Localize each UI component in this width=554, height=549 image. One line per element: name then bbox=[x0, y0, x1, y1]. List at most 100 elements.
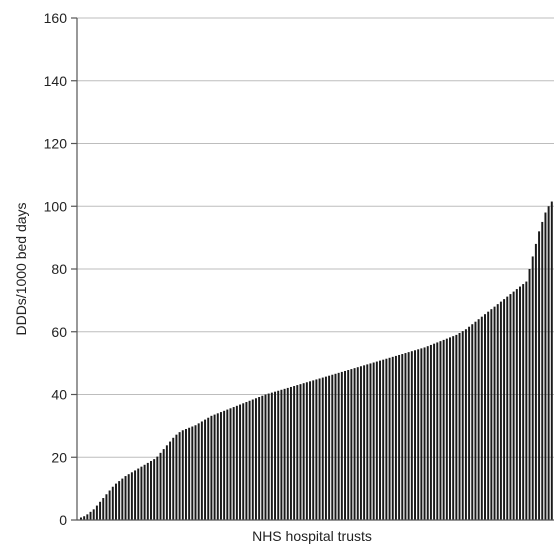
bar-trust-128 bbox=[484, 314, 486, 520]
bar-trust-2 bbox=[83, 516, 86, 520]
bar-trust-111 bbox=[429, 344, 432, 520]
bar-trust-107 bbox=[417, 349, 420, 520]
bar-trust-122 bbox=[464, 329, 467, 520]
bar-trust-60 bbox=[267, 393, 270, 520]
bar-trust-148 bbox=[547, 206, 550, 520]
bar-trust-31 bbox=[175, 434, 178, 520]
bar-trust-87 bbox=[353, 368, 356, 520]
bar-trust-145 bbox=[538, 231, 541, 520]
y-tick-label: 40 bbox=[51, 387, 67, 403]
bar-trust-5 bbox=[92, 509, 95, 520]
bar-trust-121 bbox=[461, 331, 464, 520]
bar-trust-130 bbox=[490, 309, 493, 520]
bar-trust-36 bbox=[191, 426, 194, 520]
bar-trust-131 bbox=[493, 306, 496, 520]
bar-trust-71 bbox=[302, 383, 305, 520]
bar-trust-94 bbox=[375, 361, 378, 520]
bar-trust-72 bbox=[305, 382, 308, 520]
bar-trust-35 bbox=[188, 427, 191, 520]
y-tick-label: 60 bbox=[51, 324, 67, 340]
bar-trust-138 bbox=[515, 289, 518, 520]
bar-trust-120 bbox=[458, 333, 461, 520]
bar-trust-129 bbox=[487, 311, 490, 520]
bar-trust-82 bbox=[337, 372, 340, 520]
bar-trust-29 bbox=[169, 441, 172, 520]
bar-trust-84 bbox=[344, 370, 347, 520]
bar-trust-41 bbox=[207, 417, 210, 520]
bar-trust-112 bbox=[433, 343, 436, 520]
bar-trust-91 bbox=[366, 364, 369, 520]
bar-trust-69 bbox=[296, 385, 299, 520]
bar-trust-103 bbox=[404, 353, 407, 520]
y-tick-label: 120 bbox=[44, 136, 68, 152]
y-tick-label: 20 bbox=[51, 449, 67, 465]
bar-trust-134 bbox=[503, 299, 506, 520]
bar-trust-8 bbox=[102, 498, 105, 520]
bar-trust-133 bbox=[499, 301, 502, 520]
bar-trust-90 bbox=[363, 365, 366, 520]
bar-trust-42 bbox=[210, 415, 213, 520]
bar-trust-47 bbox=[226, 409, 229, 520]
bar-trust-4 bbox=[89, 511, 92, 520]
bar-trust-115 bbox=[442, 339, 445, 520]
bar-trust-19 bbox=[137, 468, 140, 520]
bar-trust-89 bbox=[359, 366, 362, 520]
bar-trust-97 bbox=[385, 358, 388, 520]
bar-trust-22 bbox=[146, 462, 149, 520]
bar-trust-83 bbox=[340, 371, 343, 520]
bar-trust-146 bbox=[541, 221, 544, 520]
bar-trust-66 bbox=[286, 387, 289, 520]
bar-trust-30 bbox=[172, 437, 175, 520]
bar-trust-79 bbox=[328, 375, 331, 520]
bar-trust-21 bbox=[143, 464, 146, 520]
bar-trust-37 bbox=[194, 425, 197, 520]
bar-trust-55 bbox=[251, 399, 254, 520]
bar-trust-12 bbox=[114, 483, 117, 520]
bar-trust-123 bbox=[468, 326, 471, 520]
bar-trust-117 bbox=[449, 337, 451, 520]
bar-trust-144 bbox=[534, 243, 537, 520]
bar-trust-77 bbox=[321, 377, 324, 520]
bar-trust-105 bbox=[410, 351, 413, 520]
bar-trust-9 bbox=[105, 494, 108, 520]
bar-trust-106 bbox=[414, 350, 416, 520]
bars bbox=[80, 201, 553, 521]
bar-trust-16 bbox=[127, 474, 130, 520]
bar-trust-38 bbox=[197, 423, 200, 520]
bar-trust-68 bbox=[293, 386, 296, 520]
bar-trust-104 bbox=[407, 352, 410, 520]
bar-trust-14 bbox=[121, 478, 124, 520]
y-tick-label: 0 bbox=[59, 512, 67, 528]
bar-trust-48 bbox=[229, 408, 232, 520]
bar-trust-119 bbox=[455, 334, 458, 520]
bar-trust-46 bbox=[223, 410, 226, 520]
y-tick-label: 100 bbox=[44, 198, 68, 214]
bar-trust-80 bbox=[331, 374, 334, 520]
bar-trust-17 bbox=[130, 472, 133, 520]
y-tick-label: 80 bbox=[51, 261, 67, 277]
y-tick-label: 160 bbox=[44, 10, 68, 26]
bar-trust-143 bbox=[531, 256, 534, 520]
bar-trust-118 bbox=[452, 336, 455, 520]
bar-trust-142 bbox=[528, 269, 531, 520]
bar-trust-113 bbox=[436, 342, 439, 520]
bar-trust-81 bbox=[334, 373, 337, 520]
bar-trust-26 bbox=[159, 452, 162, 520]
bar-trust-6 bbox=[95, 505, 98, 520]
bar-trust-88 bbox=[356, 367, 359, 520]
bar-trust-10 bbox=[108, 490, 111, 520]
bar-trust-13 bbox=[118, 481, 121, 520]
bar-trust-45 bbox=[219, 412, 222, 520]
bar-trust-59 bbox=[264, 394, 267, 520]
bar-trust-23 bbox=[149, 461, 152, 520]
y-tick-label: 140 bbox=[44, 73, 68, 89]
bar-trust-78 bbox=[324, 376, 327, 520]
bar-trust-65 bbox=[283, 388, 286, 520]
bar-trust-15 bbox=[124, 476, 127, 520]
bar-trust-93 bbox=[372, 362, 375, 520]
bar-trust-147 bbox=[544, 212, 547, 520]
bar-trust-126 bbox=[477, 319, 480, 520]
bar-trust-92 bbox=[369, 363, 372, 520]
bar-trust-43 bbox=[213, 414, 216, 520]
bar-trust-39 bbox=[200, 421, 203, 520]
